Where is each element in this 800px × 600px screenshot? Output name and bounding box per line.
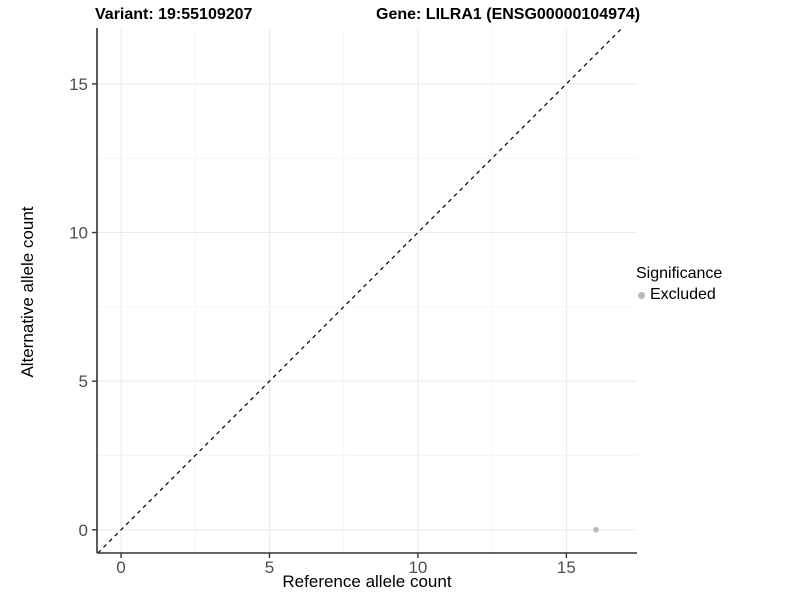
excluded-point-icon: [638, 291, 645, 299]
x-tick-label: 5: [265, 558, 274, 577]
x-tick-label: 15: [557, 558, 576, 577]
x-tick-label: 10: [408, 558, 427, 577]
legend: Significance Excluded: [636, 265, 722, 304]
identity-line: [97, 27, 623, 554]
y-tick-label: 5: [79, 372, 88, 391]
y-tick-label: 10: [69, 224, 88, 243]
data-point: [593, 527, 599, 533]
legend-title: Significance: [636, 265, 723, 282]
x-axis-title: Reference allele count: [282, 572, 452, 591]
variant-title: Variant: 19:55109207: [95, 6, 253, 23]
y-axis-title: Alternative allele count: [18, 206, 37, 378]
gene-title: Gene: LILRA1 (ENSG00000104974): [376, 6, 641, 23]
legend-item-excluded: Excluded: [636, 286, 722, 304]
x-tick-label: 0: [116, 558, 125, 577]
y-tick-label: 15: [69, 75, 88, 94]
y-tick-label: 0: [79, 521, 88, 540]
legend-item-label: Excluded: [650, 286, 716, 303]
